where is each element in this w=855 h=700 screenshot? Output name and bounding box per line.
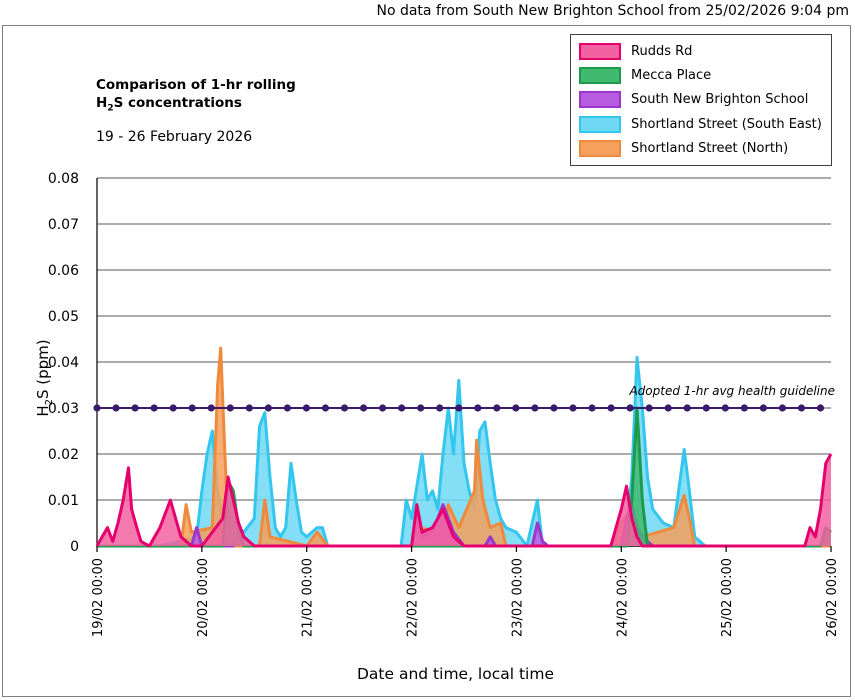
x-tick-label-2: 21/02 00:00 (301, 558, 316, 637)
guideline-marker-26 (588, 404, 596, 412)
legend-item-shortland-north: Shortland Street (North) (579, 137, 831, 161)
y-tick-label-1: 0.01 (48, 493, 79, 509)
guideline-marker-34 (740, 404, 748, 412)
series-line-0 (97, 355, 831, 548)
guideline-marker-28 (626, 404, 634, 412)
guideline-marker-10 (283, 404, 291, 412)
chart-title-line2: H2S concentrations (96, 94, 296, 118)
chart-title-line1: Comparison of 1-hr rolling (96, 77, 296, 93)
legend-item-mecca-place: Mecca Place (579, 63, 831, 87)
guideline-marker-16 (398, 404, 406, 412)
x-tick-label-7: 26/02 00:00 (825, 558, 840, 637)
guideline-marker-4 (169, 404, 177, 412)
guideline-marker-38 (816, 404, 825, 412)
guideline-marker-15 (378, 404, 387, 412)
y-tick-label-0: 0 (70, 539, 79, 555)
guideline-marker-20 (474, 404, 482, 412)
legend-item-south-new-brighton-school: South New Brighton School (579, 88, 831, 112)
guideline-marker-31 (683, 404, 691, 412)
guideline-marker-7 (226, 404, 234, 412)
y-tick-label-4: 0.04 (48, 355, 79, 371)
guideline-marker-2 (131, 404, 139, 412)
x-tick-label-0: 19/02 00:00 (91, 558, 106, 637)
legend-swatch-shortland-south-east (579, 115, 621, 133)
guideline-marker-12 (321, 404, 330, 412)
x-tick-label-3: 22/02 00:00 (406, 558, 421, 637)
chart-frame (2, 25, 851, 697)
guideline-marker-23 (531, 404, 539, 412)
guideline-marker-33 (721, 404, 729, 412)
guideline-marker-36 (778, 404, 787, 412)
chart-subtitle: 19 - 26 February 2026 (96, 129, 253, 145)
guideline-marker-14 (359, 404, 368, 412)
guideline-marker-17 (417, 404, 425, 412)
guideline-marker-22 (512, 404, 520, 412)
legend-item-shortland-south-east: Shortland Street (South East) (579, 112, 831, 136)
series-area-4 (97, 454, 831, 546)
x-tick-label-1: 20/02 00:00 (196, 558, 211, 637)
legend-label-rudds-rd: Rudds Rd (631, 43, 693, 59)
y-tick-label-6: 0.06 (48, 263, 79, 279)
guideline-marker-29 (645, 404, 653, 412)
legend-label-shortland-north: Shortland Street (North) (631, 141, 789, 157)
legend-label-shortland-south-east: Shortland Street (South East) (631, 116, 822, 132)
guideline-marker-21 (493, 404, 501, 412)
y-tick-label-5: 0.05 (48, 309, 79, 325)
y-tick-label-8: 0.08 (48, 171, 79, 187)
title-sub-2: 2 (107, 103, 114, 114)
legend-swatch-shortland-north (579, 140, 621, 158)
ylabel-rest: S (ppm) (34, 339, 53, 399)
guideline-marker-6 (207, 404, 215, 412)
guideline-marker-1 (112, 404, 120, 412)
guideline-marker-3 (150, 404, 158, 412)
legend-swatch-mecca-place (579, 67, 621, 85)
guideline-marker-37 (797, 404, 806, 412)
guideline-marker-24 (550, 404, 558, 412)
guideline-marker-11 (302, 404, 311, 412)
ylabel-h: H (34, 405, 53, 417)
x-tick-label-6: 25/02 00:00 (720, 558, 735, 637)
chart-title: Comparison of 1-hr rolling H2S concentra… (96, 76, 296, 118)
guideline-marker-27 (607, 404, 615, 412)
no-data-notice: No data from South New Brighton School f… (376, 3, 849, 19)
x-axis-label: Date and time, local time (357, 665, 554, 683)
legend-swatch-rudds-rd (579, 42, 621, 60)
series-area-0 (97, 357, 831, 546)
series-line-4 (95, 453, 833, 548)
title-rest: S concentrations (113, 95, 242, 111)
title-h: H (96, 95, 108, 111)
legend-label-mecca-place: Mecca Place (631, 68, 712, 84)
guideline-marker-0 (93, 404, 101, 412)
guideline-marker-18 (436, 404, 444, 412)
y-axis-label: H2S (ppm) (34, 339, 55, 416)
ylabel-sub-2: 2 (44, 399, 56, 406)
guideline-marker-9 (264, 404, 272, 412)
guideline-marker-5 (188, 404, 196, 412)
legend-label-south-new-brighton-school: South New Brighton School (631, 92, 809, 108)
y-tick-label-3: 0.03 (48, 401, 79, 417)
guideline-marker-35 (759, 404, 767, 412)
legend-item-rudds-rd: Rudds Rd (579, 39, 831, 63)
guideline-marker-30 (664, 404, 672, 412)
y-tick-label-2: 0.02 (48, 447, 79, 463)
guideline-marker-32 (702, 404, 710, 412)
x-tick-label-5: 24/02 00:00 (615, 558, 630, 637)
guideline-marker-19 (455, 404, 463, 412)
legend-swatch-south-new-brighton-school (579, 91, 621, 109)
x-tick-label-4: 23/02 00:00 (510, 558, 525, 637)
guideline-marker-25 (569, 404, 577, 412)
guideline-marker-8 (245, 404, 253, 412)
legend: Rudds Rd Mecca Place South New Brighton … (570, 34, 832, 166)
guideline-marker-13 (340, 404, 349, 412)
guideline-label: Adopted 1-hr avg health guideline (628, 384, 835, 398)
y-tick-label-7: 0.07 (48, 217, 79, 233)
